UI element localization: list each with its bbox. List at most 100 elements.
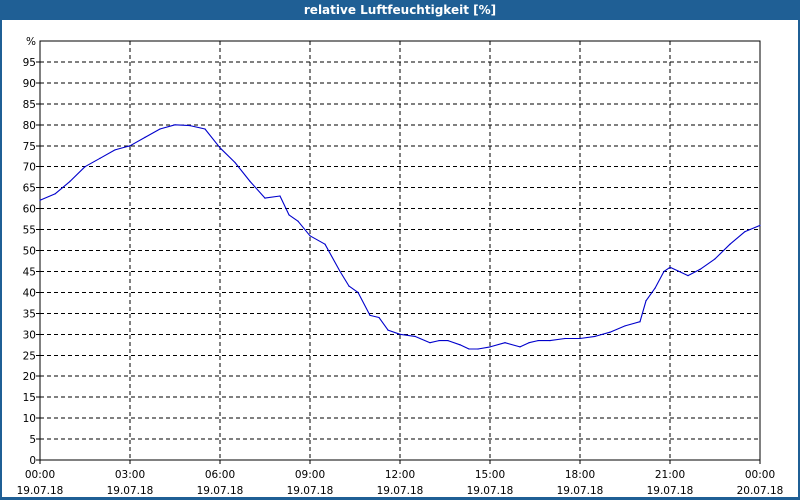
data-point — [234, 161, 236, 164]
humidity-chart: 0 5 10 15 20 25 30 35 40 45 50 55 60 65 70 75 80 85 90 95% 0… — [17, 36, 784, 497]
data-point — [264, 197, 266, 199]
data-point — [99, 157, 101, 159]
x-tick-time: 21:00 — [655, 469, 685, 481]
data-point — [579, 337, 581, 340]
grid — [40, 41, 760, 460]
x-tick-date: 19.07.18 — [197, 485, 244, 497]
data-point — [159, 128, 161, 130]
data-point — [114, 149, 116, 151]
data-point — [348, 285, 350, 287]
y-tick-label: 85 — [23, 99, 36, 111]
data-point — [357, 291, 359, 293]
data-point — [744, 231, 746, 233]
y-tick-label: 35 — [23, 308, 36, 320]
y-tick-label: 55 — [23, 225, 36, 237]
x-tick-time: 03:00 — [115, 469, 145, 481]
data-point — [663, 270, 665, 273]
data-point — [549, 339, 551, 342]
data-point — [609, 331, 611, 333]
data-point — [39, 199, 41, 201]
data-point — [468, 348, 470, 350]
data-point — [249, 180, 251, 182]
data-point — [714, 258, 716, 260]
data-point — [669, 266, 671, 268]
y-tick-label: 95 — [23, 57, 36, 69]
data-point — [537, 339, 539, 342]
data-point — [564, 337, 566, 340]
x-tick-time: 15:00 — [475, 469, 505, 481]
data-point — [504, 342, 506, 344]
y-tick-label: 75 — [23, 141, 36, 153]
x-tick-date: 19.07.18 — [107, 485, 154, 497]
tick-labels: 0 5 10 15 20 25 30 35 40 45 50 55 60 65 70 75 80 85 90 95% 0… — [17, 36, 784, 497]
y-tick-label: 15 — [23, 392, 36, 404]
window-border-right — [798, 20, 800, 500]
data-point — [639, 321, 641, 323]
data-point — [729, 243, 731, 245]
y-tick-label: 20 — [23, 371, 36, 383]
y-tick-label: 10 — [23, 413, 36, 425]
data-point — [447, 339, 449, 342]
x-tick-time: 12:00 — [385, 469, 415, 481]
data-point — [279, 195, 281, 197]
data-point — [594, 335, 596, 337]
x-tick-date: 19.07.18 — [557, 485, 604, 497]
x-tick-date: 19.07.18 — [287, 485, 334, 497]
y-tick-label: 50 — [23, 246, 36, 258]
y-axis-label: % — [26, 36, 36, 48]
data-point — [645, 300, 647, 302]
y-tick-label: 25 — [23, 350, 36, 362]
y-tick-label: 30 — [23, 329, 36, 341]
x-tick-date: 20.07.18 — [737, 485, 784, 497]
x-tick-time: 09:00 — [295, 469, 325, 481]
data-point — [429, 342, 431, 344]
y-tick-label: 40 — [23, 287, 36, 299]
x-tick-time: 00:00 — [745, 469, 775, 481]
plot-frame — [36, 40, 761, 464]
data-point — [144, 136, 146, 138]
data-point — [309, 235, 311, 237]
y-tick-label: 70 — [23, 162, 36, 174]
data-point — [378, 316, 380, 319]
data-point — [699, 268, 701, 270]
data-point — [339, 270, 341, 273]
y-tick-label: 60 — [23, 204, 36, 216]
x-tick-date: 19.07.18 — [377, 485, 424, 497]
data-point — [624, 325, 626, 327]
y-tick-label: 65 — [23, 183, 36, 195]
data-point — [189, 125, 191, 127]
x-tick-date: 19.07.18 — [647, 485, 694, 497]
data-point — [369, 314, 371, 317]
series-layer — [39, 124, 761, 350]
data-point — [528, 342, 530, 344]
data-point — [129, 145, 131, 147]
data-point — [459, 344, 461, 346]
data-point — [759, 224, 761, 226]
chart-title: relative Luftfeuchtigkeit [%] — [0, 0, 800, 20]
y-tick-label: 90 — [23, 78, 36, 90]
data-point — [204, 128, 206, 130]
x-tick-date: 19.07.18 — [17, 485, 64, 497]
data-point — [438, 339, 440, 342]
y-tick-label: 5 — [29, 434, 36, 446]
data-point — [399, 333, 401, 335]
x-tick-time: 00:00 — [25, 469, 55, 481]
data-point — [687, 275, 689, 277]
data-point — [489, 346, 491, 348]
data-point — [678, 270, 680, 273]
data-point — [174, 124, 176, 126]
data-point — [54, 193, 56, 195]
window-border-left — [0, 20, 2, 500]
data-point — [288, 214, 290, 216]
y-tick-label: 45 — [23, 266, 36, 278]
data-point — [69, 180, 71, 182]
x-tick-time: 18:00 — [565, 469, 595, 481]
x-tick-time: 06:00 — [205, 469, 235, 481]
data-point — [519, 346, 521, 348]
data-point — [414, 335, 416, 337]
data-point — [219, 147, 221, 149]
data-point — [324, 243, 326, 245]
data-point — [477, 348, 479, 350]
data-point — [387, 329, 389, 331]
